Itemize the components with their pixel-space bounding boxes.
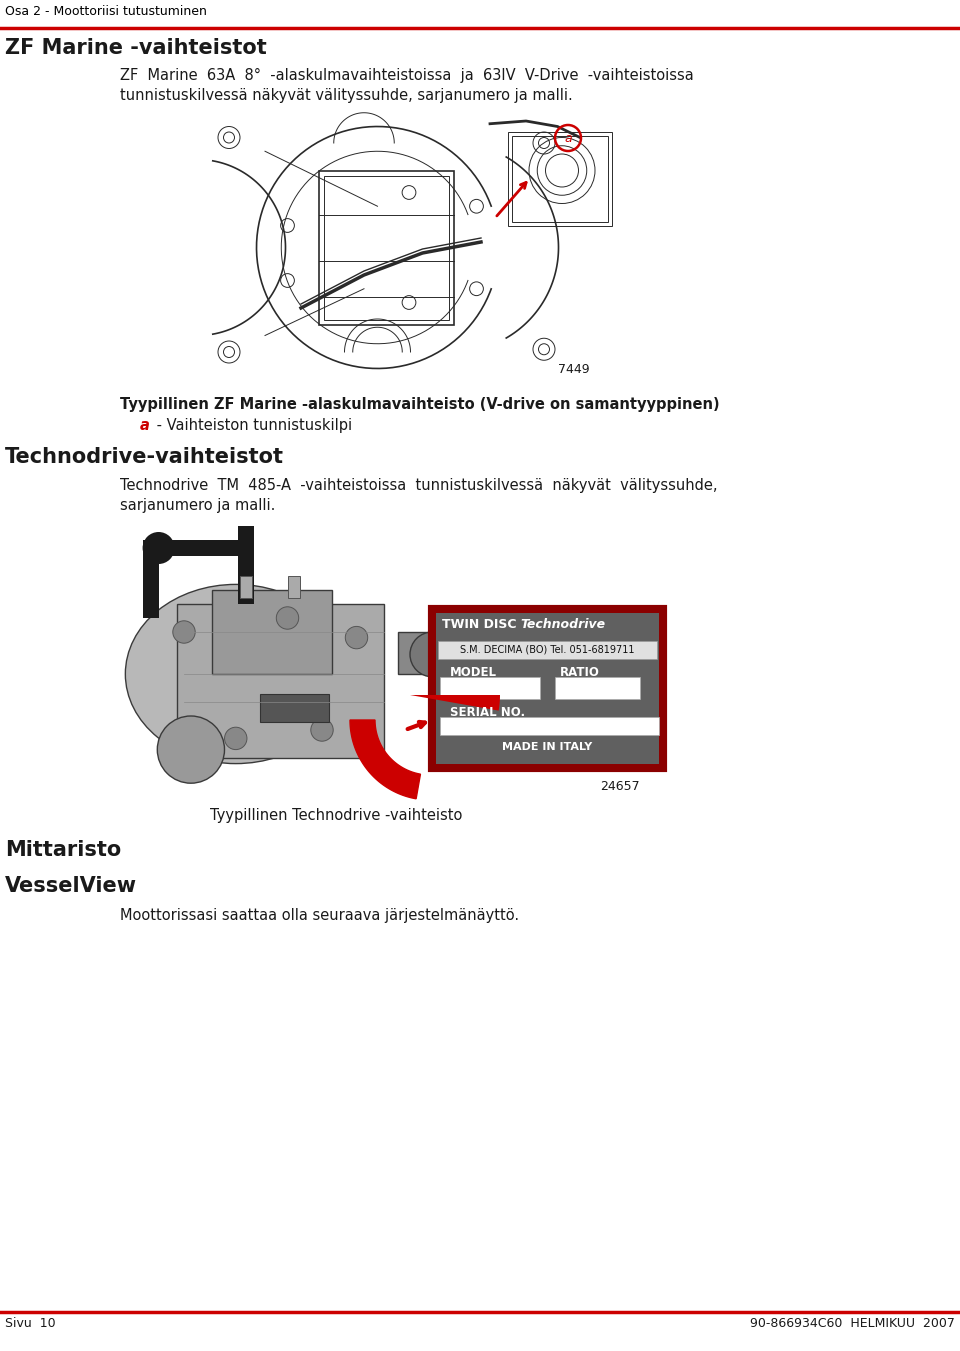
Text: sarjanumero ja malli.: sarjanumero ja malli.: [120, 499, 276, 513]
Bar: [288, 576, 300, 598]
Bar: [324, 176, 449, 319]
Wedge shape: [410, 694, 500, 711]
Ellipse shape: [126, 585, 347, 763]
Circle shape: [311, 719, 333, 742]
Circle shape: [410, 632, 455, 677]
Text: 90-866934C60  HELMIKUU  2007: 90-866934C60 HELMIKUU 2007: [750, 1317, 955, 1329]
Bar: [436, 613, 659, 765]
Text: Tyypillinen Technodrive -vaihteisto: Tyypillinen Technodrive -vaihteisto: [210, 808, 463, 823]
Text: VesselView: VesselView: [5, 875, 137, 896]
Bar: [240, 576, 252, 598]
Text: a: a: [564, 131, 572, 145]
Bar: [555, 677, 640, 698]
Bar: [211, 590, 332, 674]
Text: Mittaristo: Mittaristo: [5, 840, 121, 861]
Text: Moottorissasi saattaa olla seuraava järjestelmänäyttö.: Moottorissasi saattaa olla seuraava järj…: [120, 908, 519, 923]
Bar: [438, 640, 657, 659]
Text: MODEL: MODEL: [450, 666, 497, 680]
Text: RATIO: RATIO: [560, 666, 600, 680]
Bar: [143, 549, 158, 617]
Text: 24657: 24657: [600, 780, 640, 793]
Circle shape: [276, 607, 299, 630]
Circle shape: [173, 621, 195, 643]
Bar: [397, 632, 449, 674]
Bar: [319, 170, 454, 324]
Circle shape: [143, 532, 175, 563]
Text: Sivu  10: Sivu 10: [5, 1317, 56, 1329]
Text: TWIN DISC: TWIN DISC: [442, 619, 516, 631]
Circle shape: [225, 727, 247, 750]
Bar: [177, 604, 384, 758]
Text: - Vaihteiston tunnistuskilpi: - Vaihteiston tunnistuskilpi: [152, 417, 352, 434]
Bar: [238, 526, 254, 604]
Bar: [260, 693, 329, 721]
Text: ZF Marine -vaihteistot: ZF Marine -vaihteistot: [5, 38, 267, 58]
Text: Technodrive  TM  485-A  -vaihteistoissa  tunnistuskilvessä  näkyvät  välityssuhd: Technodrive TM 485-A -vaihteistoissa tun…: [120, 478, 717, 493]
Bar: [440, 717, 659, 735]
Text: 7449: 7449: [559, 363, 590, 376]
Bar: [430, 607, 665, 770]
Text: Osa 2 - Moottoriisi tutustuminen: Osa 2 - Moottoriisi tutustuminen: [5, 5, 206, 18]
Text: S.M. DECIMA (BO) Tel. 051-6819711: S.M. DECIMA (BO) Tel. 051-6819711: [460, 644, 635, 655]
Text: MADE IN ITALY: MADE IN ITALY: [502, 742, 592, 753]
Polygon shape: [350, 720, 420, 798]
Text: Tyypillinen ZF Marine -alaskulmavaihteisto (V-drive on samantyyppinen): Tyypillinen ZF Marine -alaskulmavaihteis…: [120, 397, 720, 412]
Text: SERIAL NO.: SERIAL NO.: [450, 705, 525, 719]
Text: ZF  Marine  63A  8°  -alaskulmavaihteistoissa  ja  63IV  V-Drive  -vaihteistoiss: ZF Marine 63A 8° -alaskulmavaihteistoiss…: [120, 68, 694, 82]
Text: Technodrive: Technodrive: [520, 619, 605, 631]
Bar: [143, 540, 246, 557]
Circle shape: [346, 627, 368, 648]
Bar: [440, 677, 540, 698]
Bar: [512, 136, 608, 222]
Text: a: a: [140, 417, 150, 434]
Text: tunnistuskilvessä näkyvät välityssuhde, sarjanumero ja malli.: tunnistuskilvessä näkyvät välityssuhde, …: [120, 88, 573, 103]
Text: Technodrive-vaihteistot: Technodrive-vaihteistot: [5, 447, 284, 467]
Bar: [508, 132, 612, 226]
Circle shape: [157, 716, 225, 784]
